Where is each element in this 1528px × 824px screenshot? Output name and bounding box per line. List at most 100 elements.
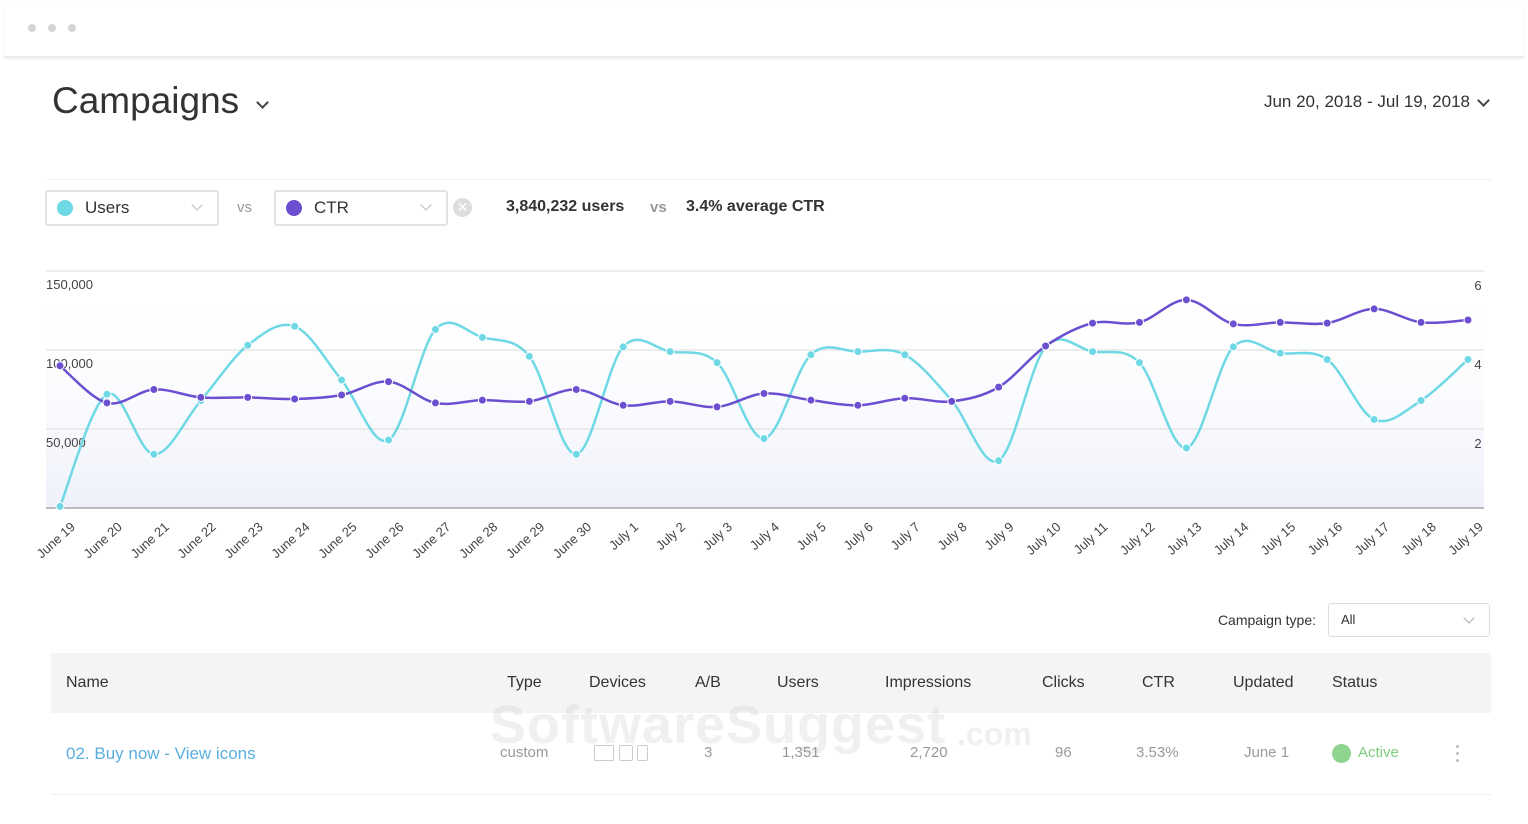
data-point <box>1275 348 1285 358</box>
data-point <box>571 385 581 394</box>
y2-tick-label: 4 <box>1474 357 1481 372</box>
summary-users: 3,840,232 users <box>506 198 625 215</box>
column-header[interactable]: Status <box>1332 674 1378 691</box>
column-header[interactable]: CTR <box>1142 674 1175 691</box>
y2-tick-label: 2 <box>1474 436 1481 451</box>
x-tick-label: July 12 <box>1117 519 1158 558</box>
cell: custom <box>500 744 549 761</box>
data-point <box>1228 319 1238 329</box>
x-tick-label: June 19 <box>34 519 78 561</box>
data-point <box>290 394 300 404</box>
window-dot <box>68 24 76 32</box>
data-point <box>1228 342 1238 352</box>
page-title[interactable]: Campaigns <box>52 80 240 121</box>
data-point <box>1322 318 1332 328</box>
data-point <box>430 398 440 408</box>
metric-select[interactable]: CTR <box>274 190 448 226</box>
device-icon <box>619 745 633 761</box>
data-point <box>1369 304 1379 314</box>
data-point <box>243 392 253 402</box>
data-point <box>665 396 675 406</box>
data-point <box>1181 295 1191 305</box>
data-point <box>1416 317 1426 327</box>
data-point <box>337 390 347 400</box>
data-point <box>524 396 534 406</box>
data-point <box>806 350 816 360</box>
metric-color <box>57 200 73 216</box>
data-point <box>102 389 112 399</box>
x-tick-label: July 11 <box>1071 519 1111 557</box>
device-icon <box>637 745 648 761</box>
data-point <box>571 449 581 459</box>
data-point <box>853 400 863 410</box>
metric-select[interactable]: Users <box>45 190 219 226</box>
data-point <box>712 402 722 412</box>
data-point <box>1369 415 1379 425</box>
window-dot <box>28 24 36 32</box>
x-tick-label: June 23 <box>221 519 265 561</box>
filter-value: All <box>1341 612 1356 627</box>
x-tick-label: July 19 <box>1445 519 1486 558</box>
data-point <box>102 398 112 408</box>
metric-color <box>286 200 302 216</box>
data-point <box>290 321 300 331</box>
x-tick-label: July 6 <box>841 519 876 553</box>
data-point <box>149 449 159 459</box>
column-header[interactable]: A/B <box>695 674 721 691</box>
table-header <box>51 653 1491 713</box>
data-point <box>1041 341 1051 351</box>
date-range[interactable]: Jun 20, 2018 - Jul 19, 2018 <box>1263 92 1470 111</box>
data-point <box>947 396 957 406</box>
data-point <box>712 358 722 368</box>
x-tick-label: July 15 <box>1258 519 1299 558</box>
x-tick-label: June 25 <box>315 519 359 561</box>
data-point <box>1463 354 1473 364</box>
data-point <box>1322 354 1332 364</box>
x-tick-label: July 9 <box>981 519 1016 553</box>
x-tick-label: July 4 <box>747 519 782 553</box>
clear-button[interactable]: ✕ <box>453 198 472 217</box>
data-point <box>1088 347 1098 357</box>
data-point <box>618 342 628 352</box>
data-point <box>55 501 65 511</box>
cell: 1,351 <box>782 744 820 761</box>
divider <box>46 179 1492 180</box>
cell: 2,720 <box>910 744 948 761</box>
data-point <box>1134 358 1144 368</box>
column-header[interactable]: Updated <box>1233 674 1294 691</box>
data-point <box>759 433 769 443</box>
x-tick-label: July 1 <box>606 519 641 553</box>
vs-label: vs <box>237 199 252 216</box>
cell: 3.53% <box>1136 744 1179 761</box>
x-tick-label: July 16 <box>1305 519 1346 558</box>
column-header[interactable]: Users <box>777 674 819 691</box>
campaign-name[interactable]: 02. Buy now - View icons <box>66 744 256 763</box>
y-tick-label: 100,000 <box>46 356 93 371</box>
data-point <box>994 382 1004 392</box>
filter-select[interactable]: All <box>1328 603 1490 637</box>
data-point <box>759 388 769 398</box>
data-point <box>384 377 394 387</box>
cell: 96 <box>1055 744 1072 761</box>
data-point <box>1416 396 1426 406</box>
row-menu[interactable] <box>1456 743 1459 763</box>
column-header[interactable]: Devices <box>589 674 646 691</box>
status: Active <box>1358 744 1399 761</box>
data-point <box>430 324 440 334</box>
column-header[interactable]: Type <box>507 674 542 691</box>
column-header[interactable]: Clicks <box>1042 674 1085 691</box>
y2-tick-label: 6 <box>1474 278 1481 293</box>
data-point <box>55 361 65 371</box>
x-tick-label: June 24 <box>268 519 312 561</box>
data-point <box>1275 317 1285 327</box>
metric-name: CTR <box>314 198 349 217</box>
row-divider <box>51 794 1491 795</box>
chevron <box>1463 612 1475 624</box>
column-header[interactable]: Name <box>66 674 109 691</box>
status-icon <box>1332 744 1351 763</box>
column-header[interactable]: Impressions <box>885 674 972 691</box>
cell: June 1 <box>1244 744 1290 761</box>
x-tick-label: June 29 <box>503 519 547 561</box>
